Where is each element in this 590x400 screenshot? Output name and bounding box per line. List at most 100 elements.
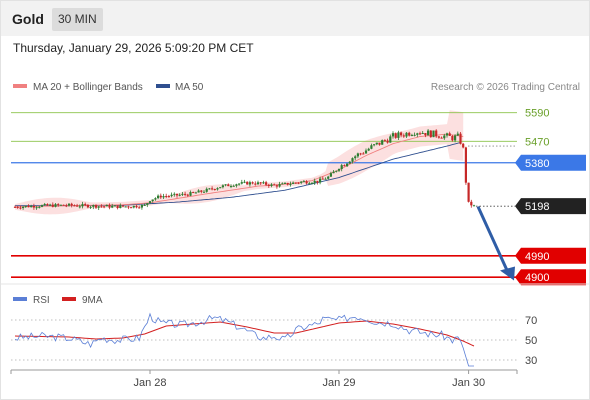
candle — [97, 206, 100, 208]
candle — [175, 193, 179, 196]
candle — [162, 196, 165, 198]
candle — [200, 190, 203, 192]
candle — [130, 207, 133, 209]
levels — [11, 112, 517, 279]
candle — [289, 183, 292, 185]
candle — [170, 194, 173, 197]
candle — [273, 184, 276, 186]
candle — [165, 196, 168, 198]
candle — [451, 135, 454, 141]
candle — [302, 181, 305, 183]
candle — [335, 170, 338, 172]
candle — [383, 140, 386, 142]
candle — [375, 142, 378, 145]
candle — [448, 133, 451, 136]
candle — [184, 193, 187, 195]
candle — [421, 132, 424, 134]
candle — [49, 204, 52, 206]
candle — [157, 195, 160, 199]
support-2-label: 4900 — [525, 272, 549, 284]
candle — [111, 205, 114, 208]
candle — [73, 205, 76, 207]
candle — [413, 134, 416, 136]
candle — [427, 130, 430, 136]
candle — [337, 169, 341, 171]
candle — [410, 134, 413, 136]
candle — [100, 206, 103, 208]
candle — [254, 183, 257, 185]
candle — [265, 182, 268, 185]
candle — [405, 132, 408, 137]
x-tick-label: Jan 29 — [322, 377, 355, 389]
candle — [394, 133, 397, 138]
candle — [32, 205, 35, 208]
candle — [173, 193, 176, 195]
candle — [389, 136, 392, 143]
instrument-title: Gold — [12, 11, 44, 27]
forecast-arrow-shaft — [476, 206, 510, 274]
pivot-label-box — [515, 154, 586, 171]
rsi-legend-label: RSI — [33, 295, 50, 306]
candle — [472, 205, 476, 207]
candle — [435, 130, 438, 137]
candle — [443, 135, 446, 139]
candle — [38, 206, 41, 208]
candle — [270, 184, 273, 186]
timeframe-button[interactable]: 30 MIN — [52, 8, 103, 31]
candle — [221, 185, 224, 188]
candle — [454, 135, 457, 141]
candle — [294, 182, 297, 184]
candle — [138, 207, 141, 209]
candle — [113, 205, 116, 207]
rsi-ma-legend-swatch — [62, 297, 76, 301]
candle — [240, 182, 243, 184]
candle — [321, 178, 324, 180]
candle — [227, 184, 230, 187]
candle — [192, 192, 195, 194]
candle — [167, 196, 170, 198]
candle — [89, 206, 92, 208]
candle — [462, 143, 465, 148]
candle — [154, 198, 157, 200]
candle — [310, 182, 314, 184]
candle — [281, 183, 284, 185]
candle — [391, 133, 395, 137]
candle — [292, 182, 295, 184]
candle — [456, 133, 459, 136]
credit-label: Research © 2026 Trading Central — [431, 82, 580, 93]
candle — [148, 201, 152, 204]
candle — [78, 206, 81, 208]
candle — [308, 183, 311, 185]
candle — [46, 204, 49, 206]
candle — [16, 206, 19, 208]
rsi-panel: 70 50 30 — [11, 312, 537, 367]
candle — [54, 204, 57, 207]
candle — [181, 193, 184, 195]
ma20-line — [14, 133, 464, 208]
timestamp: Thursday, January 29, 2026 5:09:20 PM CE… — [13, 41, 254, 55]
candle — [459, 133, 462, 144]
resistance-1-label: 5470 — [525, 136, 549, 148]
candle — [305, 181, 308, 184]
rsi-tick-30: 30 — [525, 355, 537, 367]
candle — [297, 182, 300, 184]
candle — [402, 135, 405, 137]
candle — [329, 173, 332, 177]
candle — [211, 188, 214, 190]
candle — [146, 203, 149, 205]
candle — [105, 205, 108, 207]
candle — [262, 182, 265, 184]
candle — [332, 171, 335, 174]
ma50-legend-swatch — [156, 84, 170, 88]
candle — [327, 176, 330, 179]
top-bar: Gold 30 MIN — [1, 1, 589, 36]
rsi-tick-70: 70 — [525, 315, 537, 327]
candle — [408, 132, 411, 136]
x-tick-label: Jan 28 — [133, 377, 166, 389]
candle — [356, 153, 359, 157]
candle — [27, 205, 30, 208]
candle — [86, 204, 89, 208]
candle — [116, 205, 119, 209]
candle — [13, 206, 17, 208]
candle — [378, 142, 381, 145]
